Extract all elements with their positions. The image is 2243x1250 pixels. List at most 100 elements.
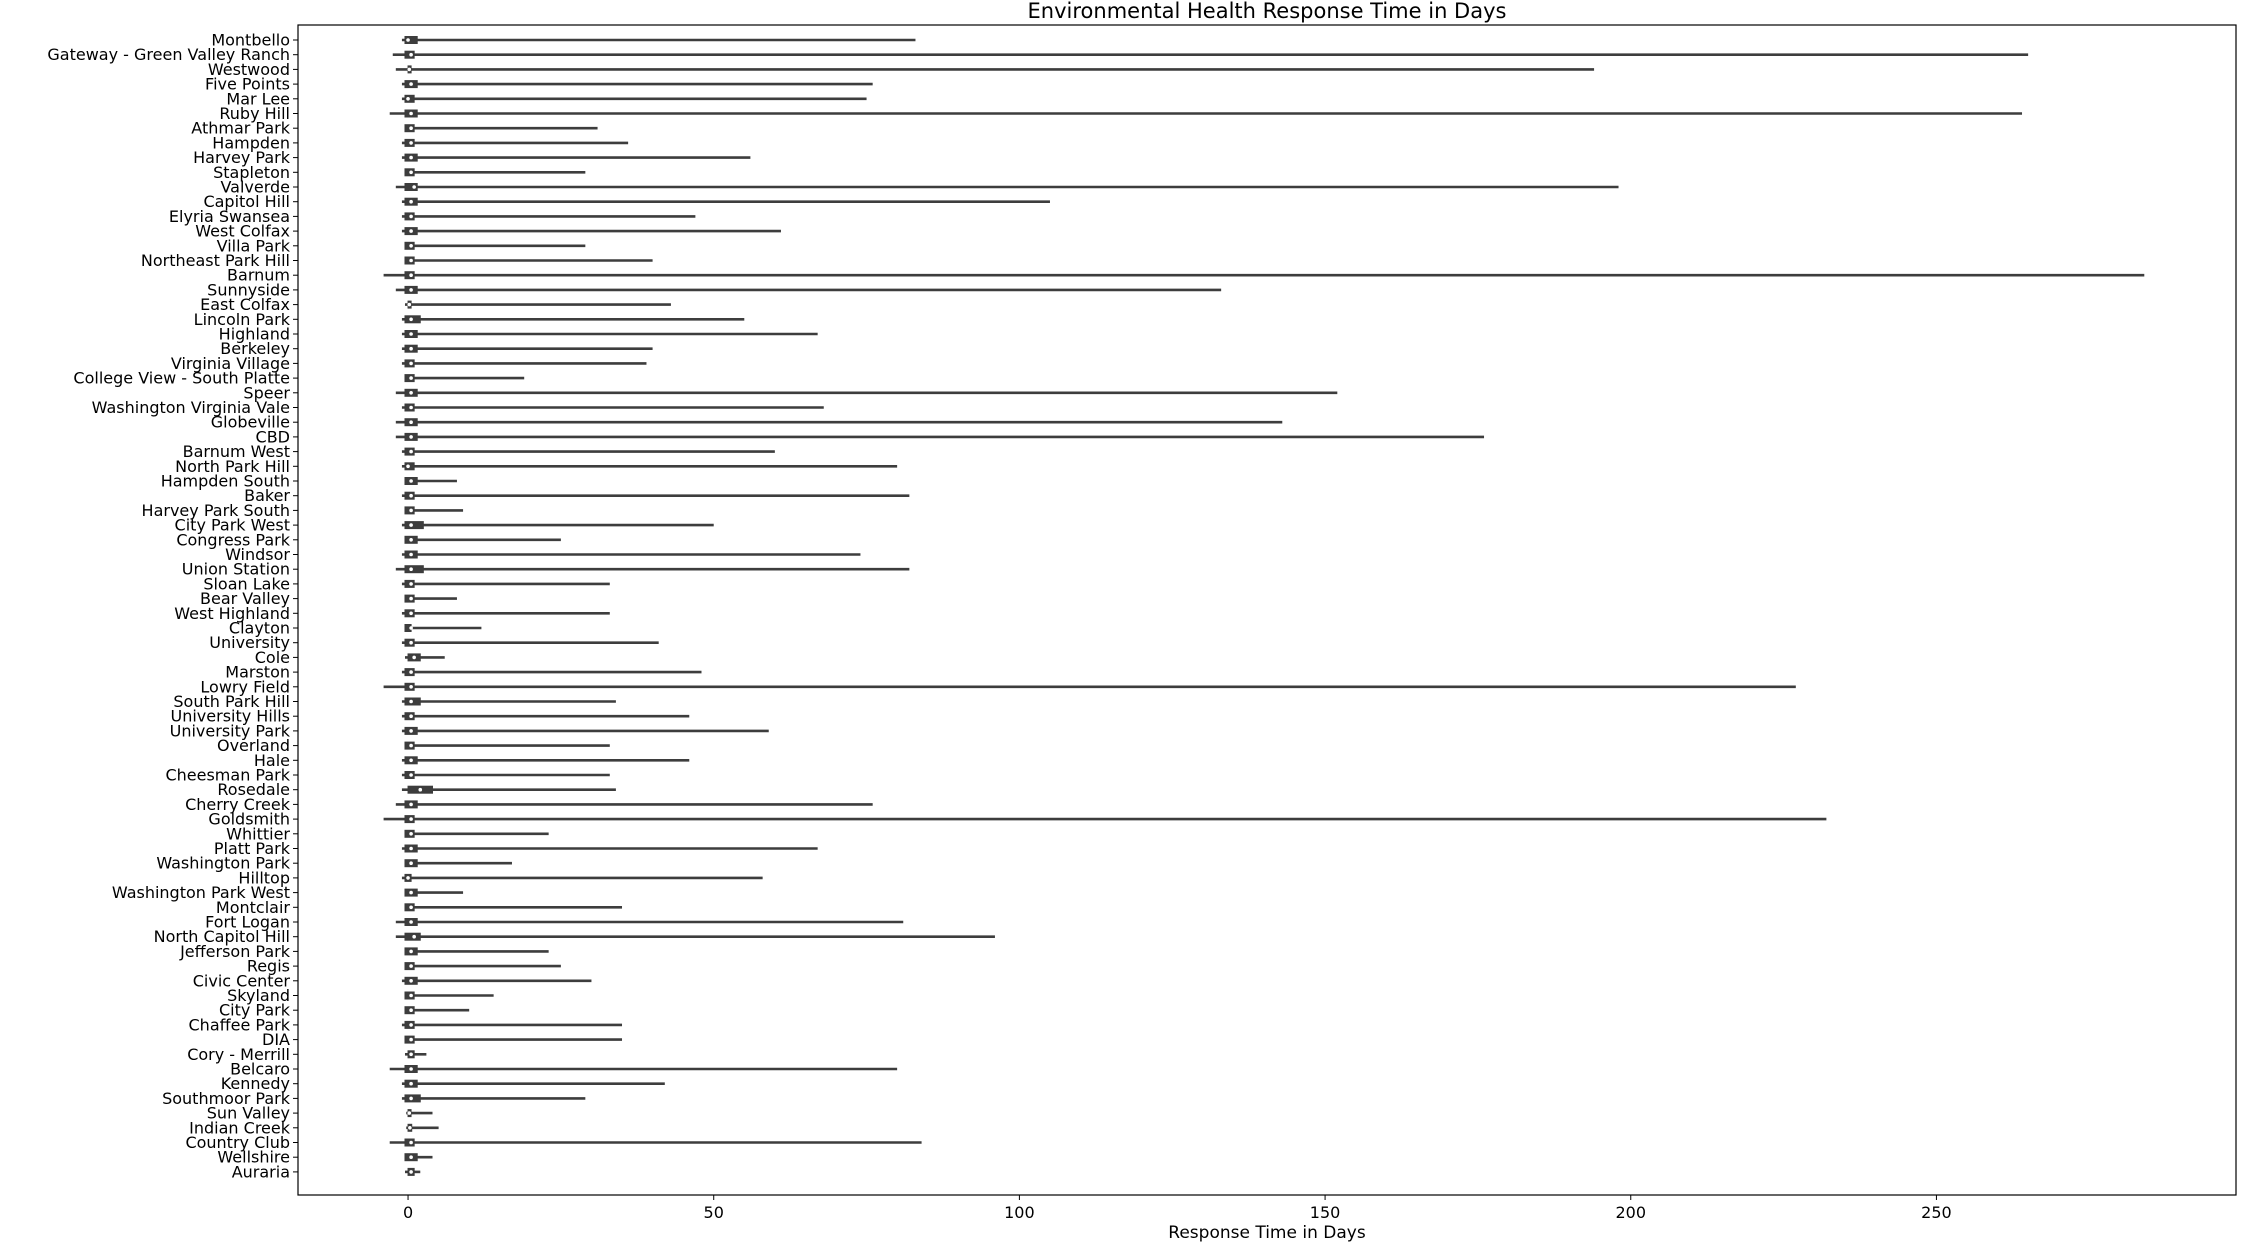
violin-median-17 xyxy=(409,288,413,292)
violin-50 xyxy=(401,771,610,779)
violin-median-35 xyxy=(409,552,413,557)
y-tick-label-45: South Park Hill xyxy=(173,692,290,711)
violin-median-24 xyxy=(409,391,413,395)
violin-median-21 xyxy=(409,346,413,351)
violin-box-10 xyxy=(404,183,418,191)
violin-28 xyxy=(401,447,775,456)
violin-25 xyxy=(401,403,824,412)
violin-median-1 xyxy=(409,52,413,57)
violin-45 xyxy=(401,697,616,706)
violin-53 xyxy=(383,815,1827,824)
violin-median-33 xyxy=(409,523,413,527)
violin-17 xyxy=(395,285,1222,294)
y-tick-label-56: Washington Park xyxy=(156,854,290,873)
y-tick-label-30: Hampden South xyxy=(161,472,290,491)
y-tick-label-35: Windsor xyxy=(225,545,290,564)
violin-41 xyxy=(401,638,659,647)
y-tick-label-12: Elyria Swansea xyxy=(169,207,290,226)
y-tick-label-49: Hale xyxy=(254,751,290,770)
violin-44 xyxy=(383,682,1796,691)
violin-21 xyxy=(401,344,653,353)
y-tick-label-66: City Park xyxy=(219,1001,291,1020)
violin-4 xyxy=(401,94,867,103)
violin-70 xyxy=(389,1065,898,1073)
violin-box-36 xyxy=(404,565,424,574)
x-tick-label-0: 0 xyxy=(403,1203,413,1222)
violin-box-0 xyxy=(404,36,418,44)
x-tick-label-5: 250 xyxy=(1921,1203,1952,1222)
violin-median-63 xyxy=(409,964,413,968)
y-tick-label-31: Baker xyxy=(244,486,290,505)
y-tick-label-55: Platt Park xyxy=(214,839,291,858)
x-tick-label-3: 150 xyxy=(1310,1203,1341,1222)
violin-median-77 xyxy=(409,1170,413,1174)
violin-2 xyxy=(395,65,1595,74)
violin-median-12 xyxy=(409,214,413,219)
y-tick-label-63: Regis xyxy=(247,957,290,976)
violin-median-6 xyxy=(409,126,413,130)
y-tick-label-61: North Capitol Hill xyxy=(154,927,290,946)
violin-median-27 xyxy=(409,435,413,439)
violin-median-50 xyxy=(409,773,413,777)
violin-median-70 xyxy=(409,1067,413,1071)
violin-71 xyxy=(401,1079,665,1088)
x-tick-label-1: 50 xyxy=(704,1203,724,1222)
violin-median-53 xyxy=(409,817,413,821)
violin-median-60 xyxy=(409,920,413,924)
violin-median-9 xyxy=(409,170,413,175)
violin-51 xyxy=(401,785,616,794)
violin-73 xyxy=(406,1109,433,1118)
violin-52 xyxy=(395,800,873,809)
y-tick-label-48: Overland xyxy=(217,736,290,755)
y-tick-label-70: Belcaro xyxy=(230,1060,290,1079)
y-tick-label-37: Sloan Lake xyxy=(203,574,290,593)
violin-31 xyxy=(401,491,910,500)
violin-median-15 xyxy=(409,258,413,263)
violin-median-2 xyxy=(407,67,412,72)
y-tick-label-46: University Hills xyxy=(171,707,291,726)
violin-23 xyxy=(404,374,525,383)
violin-77 xyxy=(404,1167,421,1176)
violin-median-69 xyxy=(409,1052,413,1057)
violin-median-56 xyxy=(409,861,413,865)
x-tick-label-4: 200 xyxy=(1615,1203,1646,1222)
violin-median-46 xyxy=(409,714,413,718)
y-tick-label-9: Stapleton xyxy=(213,163,290,182)
violin-median-28 xyxy=(409,449,413,454)
violin-median-66 xyxy=(409,1008,413,1012)
violin-36 xyxy=(395,565,910,574)
violin-median-34 xyxy=(409,538,413,542)
violin-median-75 xyxy=(409,1140,413,1145)
violin-27 xyxy=(395,432,1485,441)
y-tick-label-2: Westwood xyxy=(208,60,290,79)
chart-title: Environmental Health Response Time in Da… xyxy=(1028,0,1507,23)
y-tick-label-32: Harvey Park South xyxy=(142,501,290,520)
violin-15 xyxy=(404,256,653,265)
y-tick-label-20: Highland xyxy=(219,325,290,344)
y-tick-label-72: Southmoor Park xyxy=(162,1089,291,1108)
violin-56 xyxy=(404,859,512,868)
y-tick-label-14: Villa Park xyxy=(217,236,291,255)
y-tick-label-51: Rosedale xyxy=(217,780,290,799)
y-tick-label-52: Cherry Creek xyxy=(185,795,291,814)
y-tick-label-22: Virginia Village xyxy=(171,354,290,373)
violin-6 xyxy=(404,124,598,133)
violin-median-32 xyxy=(409,508,413,513)
violin-median-61 xyxy=(412,934,416,939)
violin-median-36 xyxy=(409,567,413,571)
violin-40 xyxy=(404,624,482,632)
violin-median-10 xyxy=(412,185,416,189)
violin-median-49 xyxy=(409,758,413,763)
violin-median-76 xyxy=(409,1155,413,1159)
violin-median-23 xyxy=(409,376,413,380)
violin-19 xyxy=(401,315,745,324)
violin-median-11 xyxy=(409,199,413,204)
y-tick-label-6: Athmar Park xyxy=(191,119,290,138)
violin-60 xyxy=(395,918,904,926)
y-tick-label-68: DIA xyxy=(262,1030,290,1049)
violin-median-7 xyxy=(409,141,413,145)
y-tick-label-42: Cole xyxy=(255,648,290,667)
y-tick-label-71: Kennedy xyxy=(221,1074,290,1093)
